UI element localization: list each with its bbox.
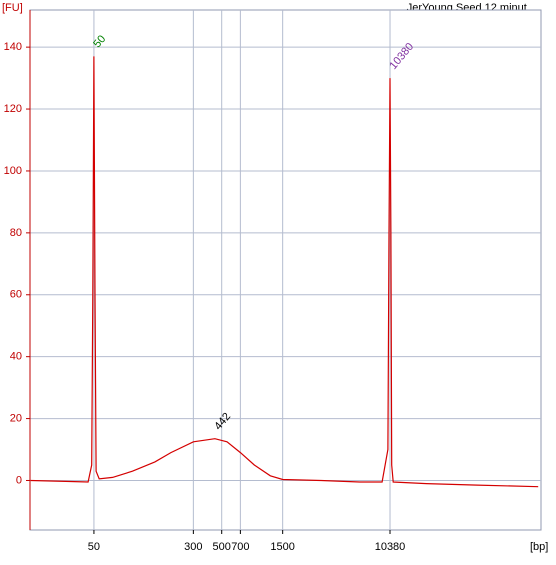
x-tick-label: 300 (184, 541, 202, 553)
y-tick-label: 80 (10, 227, 22, 239)
x-tick-label: 500 (213, 541, 231, 553)
y-tick-label: 100 (4, 165, 22, 177)
y-tick-label: 120 (4, 103, 22, 115)
y-tick-label: 20 (10, 412, 22, 424)
y-tick-label: 140 (4, 41, 22, 53)
x-tick-label: 50 (88, 541, 100, 553)
y-tick-label: 0 (16, 474, 22, 486)
y-tick-label: 60 (10, 289, 22, 301)
x-tick-label: 700 (231, 541, 249, 553)
x-tick-label: 1500 (270, 541, 294, 553)
y-tick-label: 40 (10, 351, 22, 363)
plot-area (29, 9, 542, 531)
y-axis-label: [FU] (2, 2, 23, 14)
x-tick-label: 10380 (375, 541, 406, 553)
trace (30, 56, 539, 488)
x-axis-label: [bp] (530, 541, 548, 553)
